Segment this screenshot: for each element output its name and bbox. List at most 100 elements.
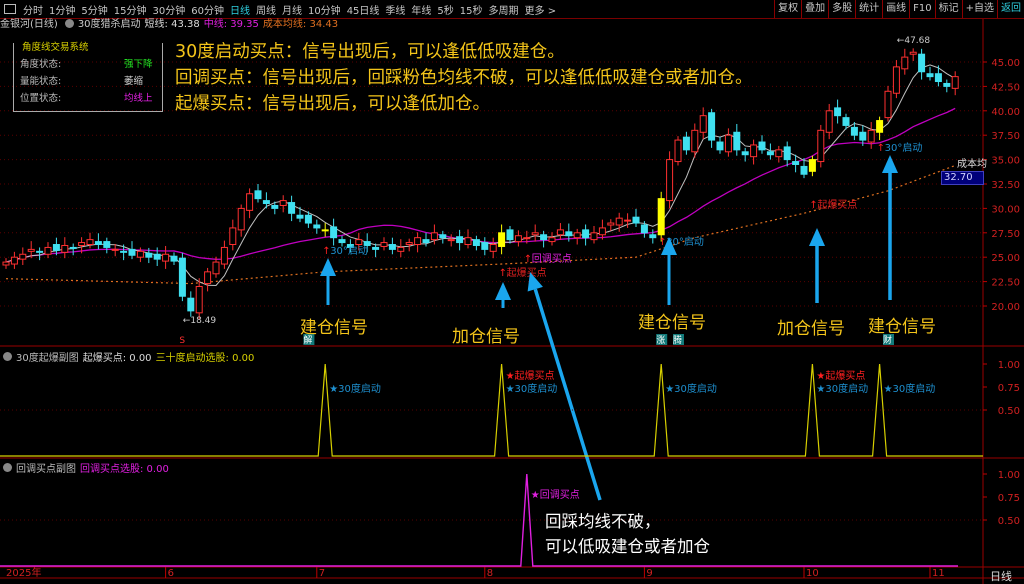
candle [86, 232, 94, 249]
candle [708, 108, 716, 148]
toolbar-button[interactable]: 画线 [882, 0, 909, 18]
candle [699, 107, 707, 140]
sub1-title[interactable]: 30度起爆副图 [16, 353, 79, 364]
candle-body [934, 73, 942, 83]
candle [666, 151, 674, 209]
toolbar-button[interactable]: 返回 [997, 0, 1024, 18]
candle-body [195, 285, 203, 314]
collapse-icon[interactable] [3, 352, 12, 361]
toolbar-button[interactable]: F10 [909, 0, 934, 18]
candle-body [372, 246, 380, 250]
period-tab[interactable]: 1分钟 [49, 5, 76, 17]
candle [615, 212, 623, 232]
candle-body [531, 232, 539, 236]
cost-ma-line [5, 164, 956, 285]
annotation-line-3: 起爆买点：信号出现后，可以逢低加仓。 [175, 94, 490, 114]
candle [220, 240, 228, 269]
period-label[interactable]: 日线 [990, 570, 1012, 583]
collapse-icon[interactable] [3, 463, 12, 472]
toolbar-button[interactable]: 统计 [855, 0, 882, 18]
candle-body [724, 134, 732, 153]
sub2-tick-label: 1.00 [998, 470, 1020, 481]
layout-toggle-icon[interactable] [4, 4, 16, 14]
arrow-head [527, 272, 543, 292]
candle [918, 48, 926, 80]
arrow-shaft [533, 288, 602, 501]
candle-body [447, 239, 455, 242]
candle-body [733, 131, 741, 151]
period-tab[interactable]: 月线 [281, 5, 302, 17]
badge-bg [303, 334, 315, 345]
arrow-head [320, 258, 336, 276]
period-tab[interactable]: 15分钟 [113, 5, 147, 17]
note-line-2: 可以低吸建仓或者加仓 [545, 537, 710, 556]
candle [94, 233, 102, 250]
period-tab[interactable]: 多周期 [488, 5, 519, 17]
candle-body [598, 227, 606, 236]
period-tab[interactable]: 5秒 [437, 5, 454, 17]
candle-body [296, 214, 304, 219]
candle-body [145, 252, 153, 258]
candle [489, 237, 497, 259]
status-value: 强下降 [124, 59, 153, 70]
period-tab[interactable]: 分时 [23, 5, 43, 17]
period-tab[interactable]: 5分钟 [81, 5, 108, 17]
candle [926, 66, 934, 81]
candle-body [44, 246, 52, 255]
candle [817, 124, 825, 168]
candle [195, 278, 203, 320]
candle [78, 237, 86, 254]
candle-body [321, 229, 329, 232]
candle [61, 237, 69, 259]
sub1-tick-label: 0.50 [998, 406, 1020, 417]
status-key: 角度状态: [20, 59, 62, 70]
candle-body [876, 120, 884, 133]
toolbar-button[interactable]: 标记 [934, 0, 962, 18]
period-tab[interactable]: 周线 [255, 5, 276, 17]
toolbar-button[interactable]: 多股 [828, 0, 855, 18]
candle-body [918, 53, 926, 73]
period-tab[interactable]: 更多 > [524, 5, 557, 17]
candle [456, 229, 464, 251]
candle-body [363, 241, 371, 246]
note-line-1: 回踩均线不破， [545, 512, 661, 531]
sub1-tick-label: 1.00 [998, 360, 1020, 371]
candle [792, 154, 800, 173]
candle [405, 238, 413, 252]
candle [414, 232, 422, 253]
sub2-title[interactable]: 回调买点副图 [16, 464, 76, 475]
candle-body [229, 227, 237, 246]
period-tab[interactable]: 季线 [385, 5, 406, 17]
settings-dot-icon[interactable] [64, 19, 74, 28]
candle [69, 243, 77, 256]
candle [296, 206, 304, 223]
toolbar-button[interactable]: 叠加 [801, 0, 828, 18]
candle-body [187, 297, 195, 312]
sub2-tick-label: 0.50 [998, 516, 1020, 527]
indicator-name[interactable]: 30度猎杀启动 [77, 19, 141, 30]
period-tab[interactable]: 年线 [411, 5, 432, 17]
period-tab[interactable]: 15秒 [459, 5, 483, 17]
period-tab[interactable]: 60分钟 [191, 5, 224, 17]
period-tab[interactable]: 日线 [229, 5, 250, 17]
toolbar-button[interactable]: +自选 [961, 0, 997, 18]
date-label: 6 [168, 568, 174, 579]
candle-body [481, 242, 489, 250]
candle-body [523, 237, 531, 240]
candle-body [556, 229, 564, 236]
date-label: 8 [487, 568, 493, 579]
candle-body [128, 248, 136, 256]
signal-marker-label: 起爆买点 [507, 267, 547, 279]
candle [246, 188, 254, 219]
toolbar-button[interactable]: 复权 [774, 0, 801, 18]
period-tab[interactable]: 45日线 [346, 5, 380, 17]
candle-body [439, 234, 447, 239]
candle-body [170, 255, 178, 262]
candle-body [657, 198, 665, 236]
period-tab[interactable]: 10分钟 [307, 5, 341, 17]
period-tab[interactable]: 30分钟 [152, 5, 186, 17]
candle-body [237, 207, 245, 231]
candle-body [943, 82, 951, 87]
signal-label: 加仓信号 [452, 327, 520, 347]
